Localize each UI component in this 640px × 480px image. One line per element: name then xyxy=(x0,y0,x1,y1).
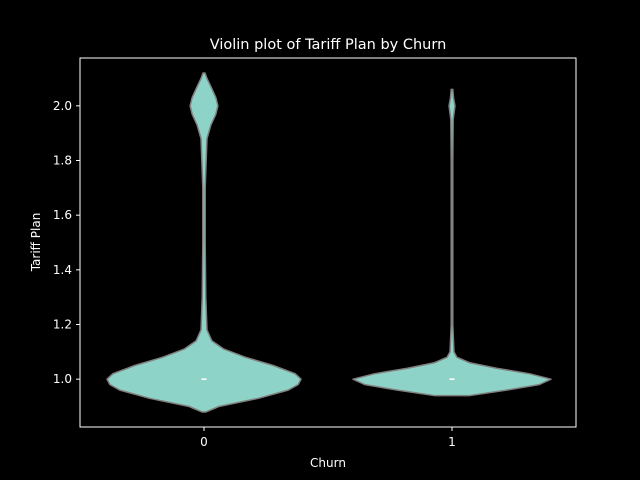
y-axis-ticks: 1.0 1.2 1.4 1.6 1.8 2.0 xyxy=(53,99,80,386)
plot-frame xyxy=(79,57,577,428)
violin-body-1 xyxy=(352,88,552,397)
x-axis-label: Churn xyxy=(310,456,346,470)
y-tick-label: 1.8 xyxy=(53,154,72,168)
y-tick-label: 1.4 xyxy=(53,263,72,277)
violins-group xyxy=(106,72,552,413)
y-tick-label: 1.6 xyxy=(53,208,72,222)
violin-body-0 xyxy=(106,72,302,413)
y-axis-label: Tariff Plan xyxy=(29,213,43,273)
chart-title: Violin plot of Tariff Plan by Churn xyxy=(210,37,447,53)
x-tick-label: 1 xyxy=(448,435,456,449)
y-tick-label: 2.0 xyxy=(53,99,72,113)
y-tick-label: 1.0 xyxy=(53,372,72,386)
x-tick-label: 0 xyxy=(200,435,208,449)
y-tick-label: 1.2 xyxy=(53,318,72,332)
